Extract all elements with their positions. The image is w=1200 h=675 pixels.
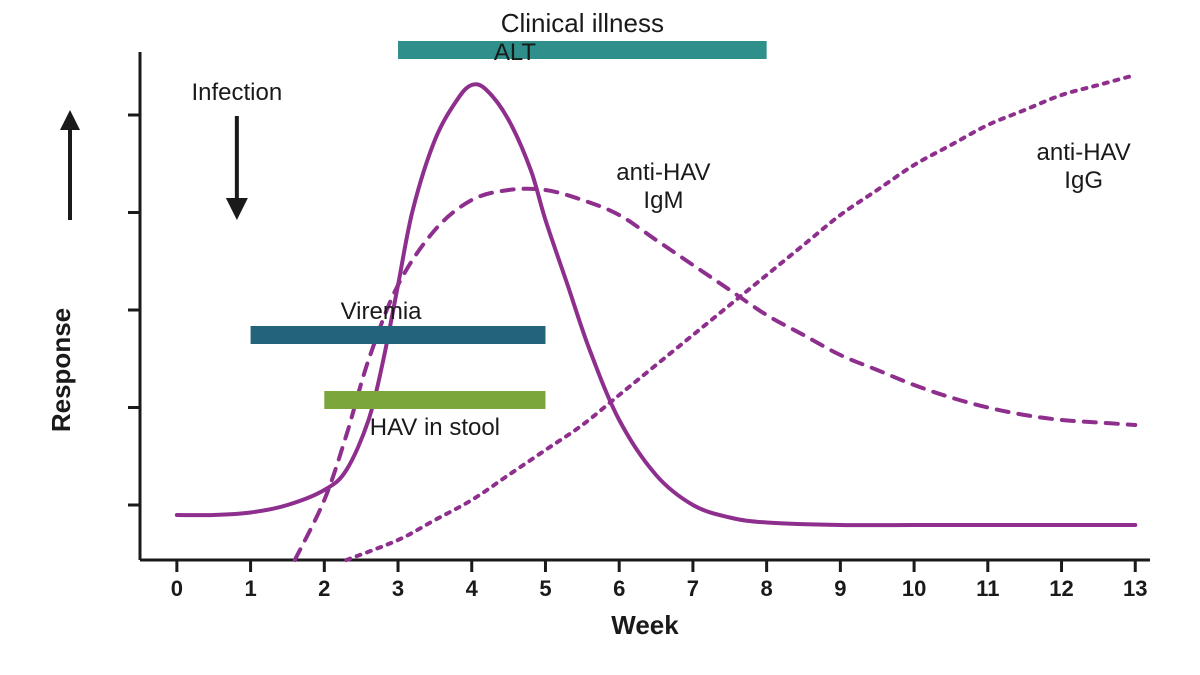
label-igg-2: IgG <box>1064 167 1103 194</box>
label-igg-1: anti-HAV <box>1037 139 1131 166</box>
x-tick-label: 12 <box>1049 576 1073 601</box>
x-tick-label: 5 <box>539 576 551 601</box>
x-tick-label: 13 <box>1123 576 1147 601</box>
timeline-chart: 012345678910111213WeekResponseClinical i… <box>0 0 1200 675</box>
x-tick-label: 7 <box>687 576 699 601</box>
bar-clinical <box>398 41 767 59</box>
label-infection: Infection <box>191 79 282 106</box>
x-tick-label: 0 <box>171 576 183 601</box>
x-tick-label: 8 <box>761 576 773 601</box>
x-tick-label: 3 <box>392 576 404 601</box>
bar-viremia <box>251 326 546 344</box>
chart-bg <box>0 0 1200 675</box>
label-alt: ALT <box>494 39 537 66</box>
chart-container: 012345678910111213WeekResponseClinical i… <box>0 0 1200 675</box>
label-igm-2: IgM <box>643 187 683 214</box>
label-hav-stool: HAV in stool <box>370 414 500 441</box>
x-tick-label: 6 <box>613 576 625 601</box>
x-tick-label: 10 <box>902 576 926 601</box>
y-axis-label: Response <box>46 308 76 432</box>
x-tick-label: 9 <box>834 576 846 601</box>
x-tick-label: 4 <box>466 576 479 601</box>
x-tick-label: 2 <box>318 576 330 601</box>
label-viremia: Viremia <box>341 298 423 325</box>
bar-stool <box>324 391 545 409</box>
x-tick-label: 11 <box>976 576 999 601</box>
x-tick-label: 1 <box>244 576 256 601</box>
label-clinical-illness: Clinical illness <box>501 8 664 38</box>
label-igm-1: anti-HAV <box>616 159 710 186</box>
x-axis-label: Week <box>611 610 679 640</box>
